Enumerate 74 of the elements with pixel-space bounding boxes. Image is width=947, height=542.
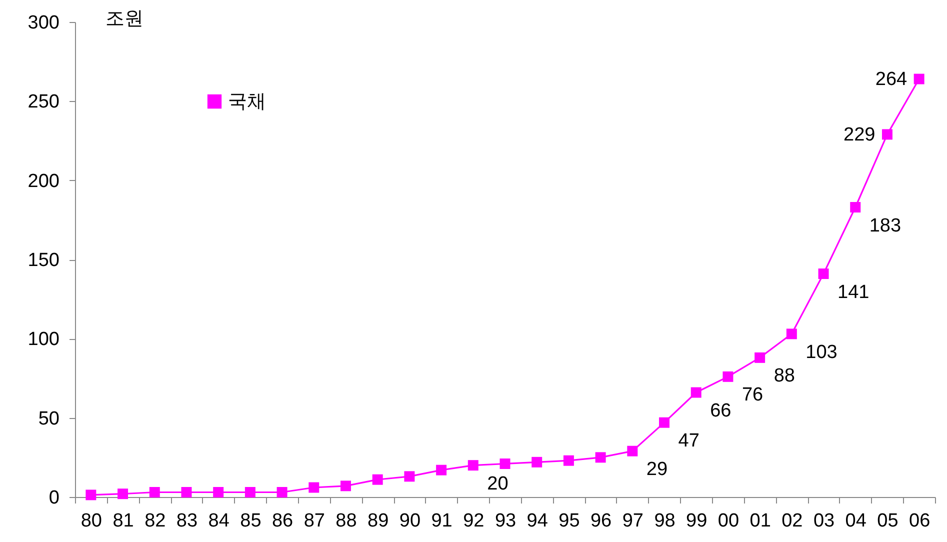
data-label: 76 <box>742 384 764 406</box>
point <box>308 482 320 493</box>
point <box>914 74 924 84</box>
x-tick-label: 90 <box>399 510 421 532</box>
x-tick-label: 81 <box>112 510 134 532</box>
data-label: 229 <box>844 124 876 146</box>
point <box>276 487 288 498</box>
x-tick-label: 89 <box>368 510 389 532</box>
x-tick-label: 86 <box>272 510 294 532</box>
y-tick-label: 300 <box>28 12 60 34</box>
point <box>404 471 415 482</box>
point <box>754 352 766 363</box>
y-tick-label: 0 <box>48 488 60 508</box>
point <box>244 487 256 498</box>
data-label: 47 <box>678 430 700 452</box>
x-tick-label: 80 <box>80 510 102 532</box>
data-label: 264 <box>875 69 908 90</box>
point <box>595 452 606 463</box>
x-tick-label: 96 <box>590 510 612 532</box>
y-tick-label: 50 <box>38 408 60 430</box>
x-tick-label: 03 <box>813 510 835 532</box>
data-label: 141 <box>838 282 870 303</box>
data-label: 88 <box>774 366 795 387</box>
data-label: 20 <box>487 473 508 494</box>
data-label: 29 <box>646 459 668 480</box>
point <box>532 456 542 468</box>
x-tick-label: 06 <box>909 510 930 532</box>
point <box>627 446 638 456</box>
x-tick-label: 99 <box>686 510 708 532</box>
point <box>563 455 574 466</box>
point <box>818 268 829 279</box>
x-tick-label: 94 <box>526 510 548 532</box>
point <box>436 464 447 476</box>
y-tick-label: 250 <box>28 92 60 113</box>
legend-label: 국채 <box>228 92 266 112</box>
point <box>786 328 797 340</box>
x-tick-label: 93 <box>494 510 516 532</box>
point <box>118 488 128 500</box>
point <box>181 487 192 498</box>
x-tick-label: 91 <box>431 510 452 532</box>
data-label: 103 <box>806 342 838 363</box>
data-label: 66 <box>710 400 732 422</box>
x-tick-label: 83 <box>176 510 198 532</box>
point <box>500 458 510 469</box>
x-tick-label: 98 <box>654 510 676 532</box>
point <box>659 417 670 428</box>
x-tick-label: 82 <box>144 510 166 532</box>
point <box>149 487 160 498</box>
x-tick-label: 84 <box>208 510 230 532</box>
point <box>722 371 734 382</box>
x-tick-label: 85 <box>240 510 262 532</box>
x-tick-label: 92 <box>463 510 484 532</box>
point <box>882 129 892 140</box>
x-tick-label: 97 <box>622 510 644 532</box>
point <box>213 487 224 498</box>
x-tick-label: 95 <box>558 510 580 532</box>
data-label: 183 <box>869 215 902 236</box>
x-tick-label: 88 <box>336 510 357 532</box>
y-tick-label: 200 <box>28 170 60 192</box>
y-axis-title: 조원 <box>106 8 144 30</box>
point <box>850 202 861 212</box>
x-tick-label: 02 <box>782 510 803 532</box>
point <box>468 460 478 471</box>
point <box>690 387 702 398</box>
point <box>86 490 96 500</box>
x-tick-label: 00 <box>718 510 740 532</box>
y-tick-label: 150 <box>28 250 60 271</box>
y-tick-label: 100 <box>28 329 60 350</box>
point <box>372 474 383 485</box>
point <box>340 480 351 492</box>
x-tick-label: 04 <box>845 510 867 532</box>
x-tick-label: 87 <box>304 510 325 532</box>
x-tick-label: 01 <box>750 510 771 532</box>
x-tick-label: 05 <box>877 510 898 532</box>
